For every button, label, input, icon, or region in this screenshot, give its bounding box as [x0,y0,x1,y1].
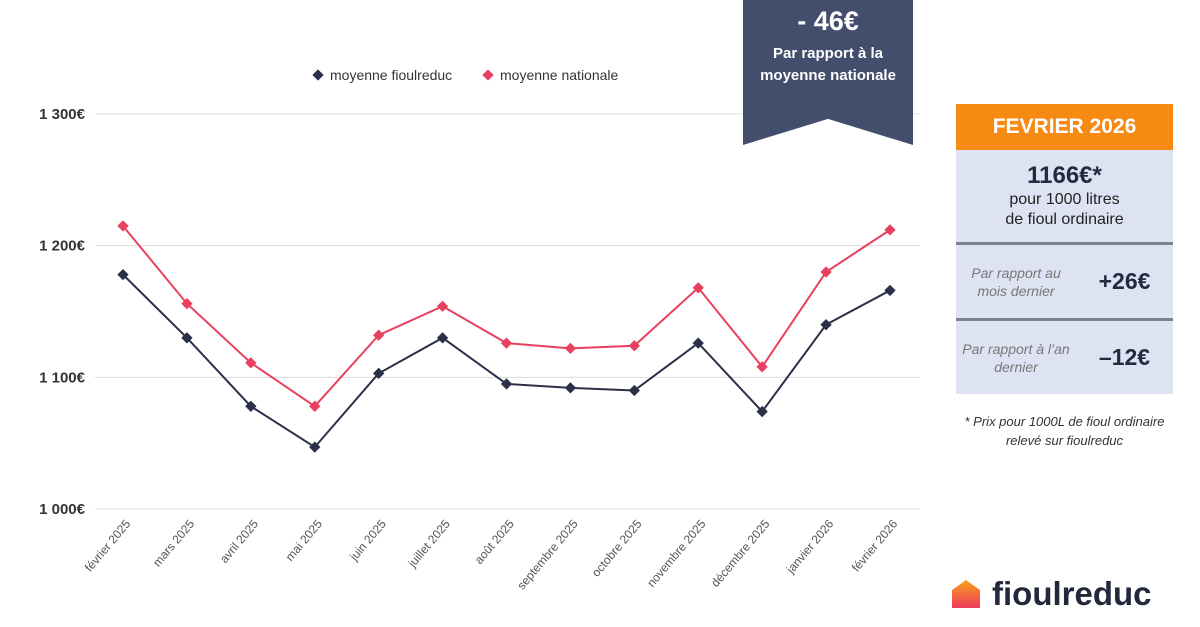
data-point [628,384,640,397]
data-point [628,340,640,352]
panel-row-month: Par rapport au mois dernier +26€ [956,242,1173,318]
data-point [564,342,577,355]
logo: fioulreduc [950,575,1152,613]
data-point [181,332,193,344]
x-tick-label: octobre 2025 [589,517,645,580]
x-tick-label: janvier 2026 [783,517,837,577]
data-point [820,266,832,278]
y-tick-label: 1 300€ [39,106,86,123]
data-point [373,367,385,380]
x-tick-label: septembre 2025 [514,517,581,593]
data-point [500,337,513,349]
x-tick-label: mai 2025 [283,517,326,564]
data-point [692,282,704,294]
row-label: Par rapport à l’an dernier [962,340,1070,375]
x-tick-label: mars 2025 [150,517,197,570]
x-tick-label: février 2025 [82,517,134,575]
y-tick-label: 1 100€ [39,369,86,386]
data-point [692,337,704,349]
row-value: +26€ [1098,268,1151,294]
data-point [245,400,257,412]
data-point [245,357,257,369]
legend-marker [482,69,494,81]
data-point [756,361,768,373]
x-tick-label: juillet 2025 [405,517,453,571]
panel-price: 1166€* [1027,162,1102,189]
row-label: Par rapport au mois dernier [971,264,1061,299]
house-logo-icon [952,580,980,608]
x-tick-label: février 2026 [849,517,901,575]
line-chart: 1 000€ 1 100€ 1 200€ 1 300€ février 2025 mars… [39,67,920,593]
data-point [564,382,577,394]
legend-label: moyenne fioulreduc [330,67,452,83]
x-tick-label: juin 2025 [346,517,389,564]
footnote: * Prix pour 1000L de fioul ordinaire rel… [964,414,1165,448]
logo-text: fioulreduc [992,575,1152,612]
x-tick-label: avril 2025 [217,517,261,566]
difference-value: - 46€ [797,6,859,36]
data-point [756,405,768,418]
price-panel: FEVRIER 2026 1166€* pour 1000 litres de … [956,104,1173,394]
data-point [309,400,321,412]
legend-label: moyenne nationale [500,67,619,83]
data-point [373,329,385,341]
panel-row-year: Par rapport à l’an dernier –12€ [956,318,1173,394]
data-point [436,332,449,344]
y-tick-label: 1 000€ [39,501,86,518]
legend-marker [312,69,324,81]
panel-desc-1: pour 1000 litres [1009,191,1120,208]
panel-desc-2: de fioul ordinaire [1005,211,1124,228]
data-point [884,224,896,236]
x-tick-label: novembre 2025 [644,517,709,590]
data-point [181,297,193,310]
panel-header: FEVRIER 2026 [956,104,1173,150]
series-line [122,273,891,449]
y-tick-label: 1 200€ [39,238,86,255]
data-point [820,319,832,331]
panel-main: 1166€* pour 1000 litres de fioul ordinai… [956,150,1173,242]
difference-text: Par rapport à la moyenne nationale [760,45,896,84]
data-point [309,441,321,453]
data-point [436,300,449,312]
row-value: –12€ [1098,344,1151,370]
x-tick-label: août 2025 [472,517,517,567]
data-point [884,284,896,297]
data-point [500,378,513,390]
x-tick-label: décembre 2025 [708,517,773,590]
